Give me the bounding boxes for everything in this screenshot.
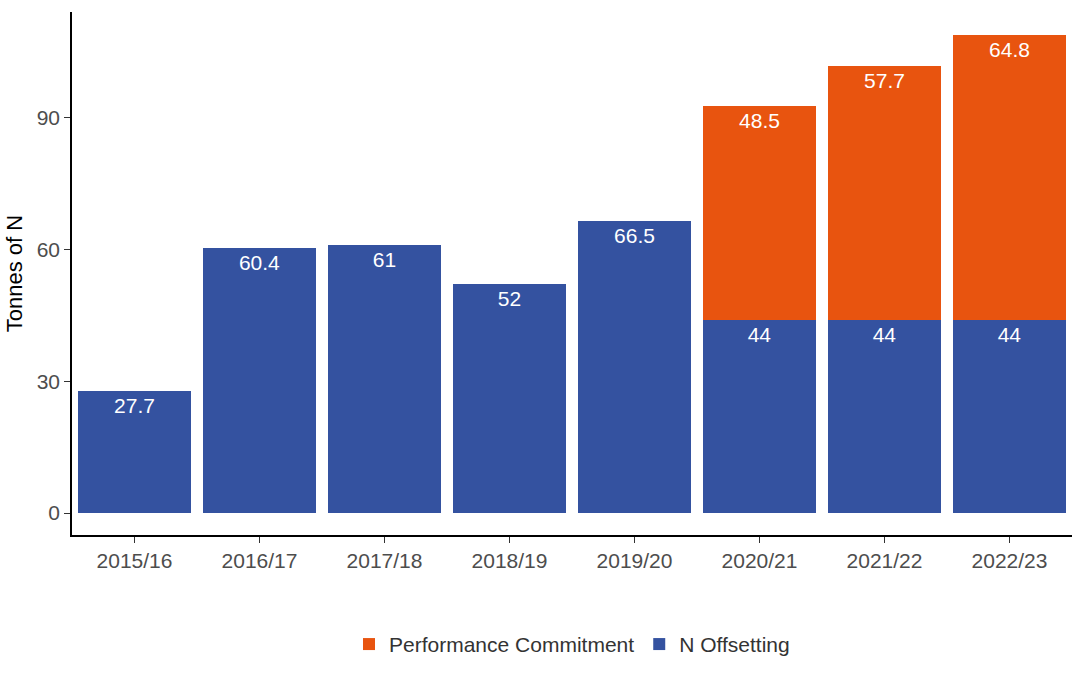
svg-text:60.4: 60.4 [239, 251, 280, 274]
svg-text:48.5: 48.5 [739, 109, 780, 132]
svg-text:30: 30 [37, 370, 60, 393]
svg-text:64.8: 64.8 [989, 38, 1030, 61]
svg-text:90: 90 [37, 106, 60, 129]
svg-text:Tonnes of N: Tonnes of N [2, 215, 27, 332]
svg-text:27.7: 27.7 [114, 394, 155, 417]
svg-text:44: 44 [748, 323, 772, 346]
svg-text:2015/16: 2015/16 [97, 549, 173, 572]
svg-text:2017/18: 2017/18 [347, 549, 423, 572]
svg-text:52: 52 [498, 287, 521, 310]
svg-text:66.5: 66.5 [614, 224, 655, 247]
svg-text:2020/21: 2020/21 [722, 549, 798, 572]
svg-text:2016/17: 2016/17 [222, 549, 298, 572]
svg-text:44: 44 [998, 323, 1022, 346]
svg-text:2021/22: 2021/22 [847, 549, 923, 572]
svg-text:2018/19: 2018/19 [472, 549, 548, 572]
svg-text:44: 44 [873, 323, 897, 346]
svg-text:61: 61 [373, 248, 396, 271]
svg-text:57.7: 57.7 [864, 69, 905, 92]
svg-text:60: 60 [37, 238, 60, 261]
svg-text:Performance Commitment: Performance Commitment [389, 633, 634, 656]
svg-text:0: 0 [48, 501, 60, 524]
svg-text:2019/20: 2019/20 [597, 549, 673, 572]
svg-text:N Offsetting: N Offsetting [679, 633, 790, 656]
svg-text:2022/23: 2022/23 [972, 549, 1048, 572]
